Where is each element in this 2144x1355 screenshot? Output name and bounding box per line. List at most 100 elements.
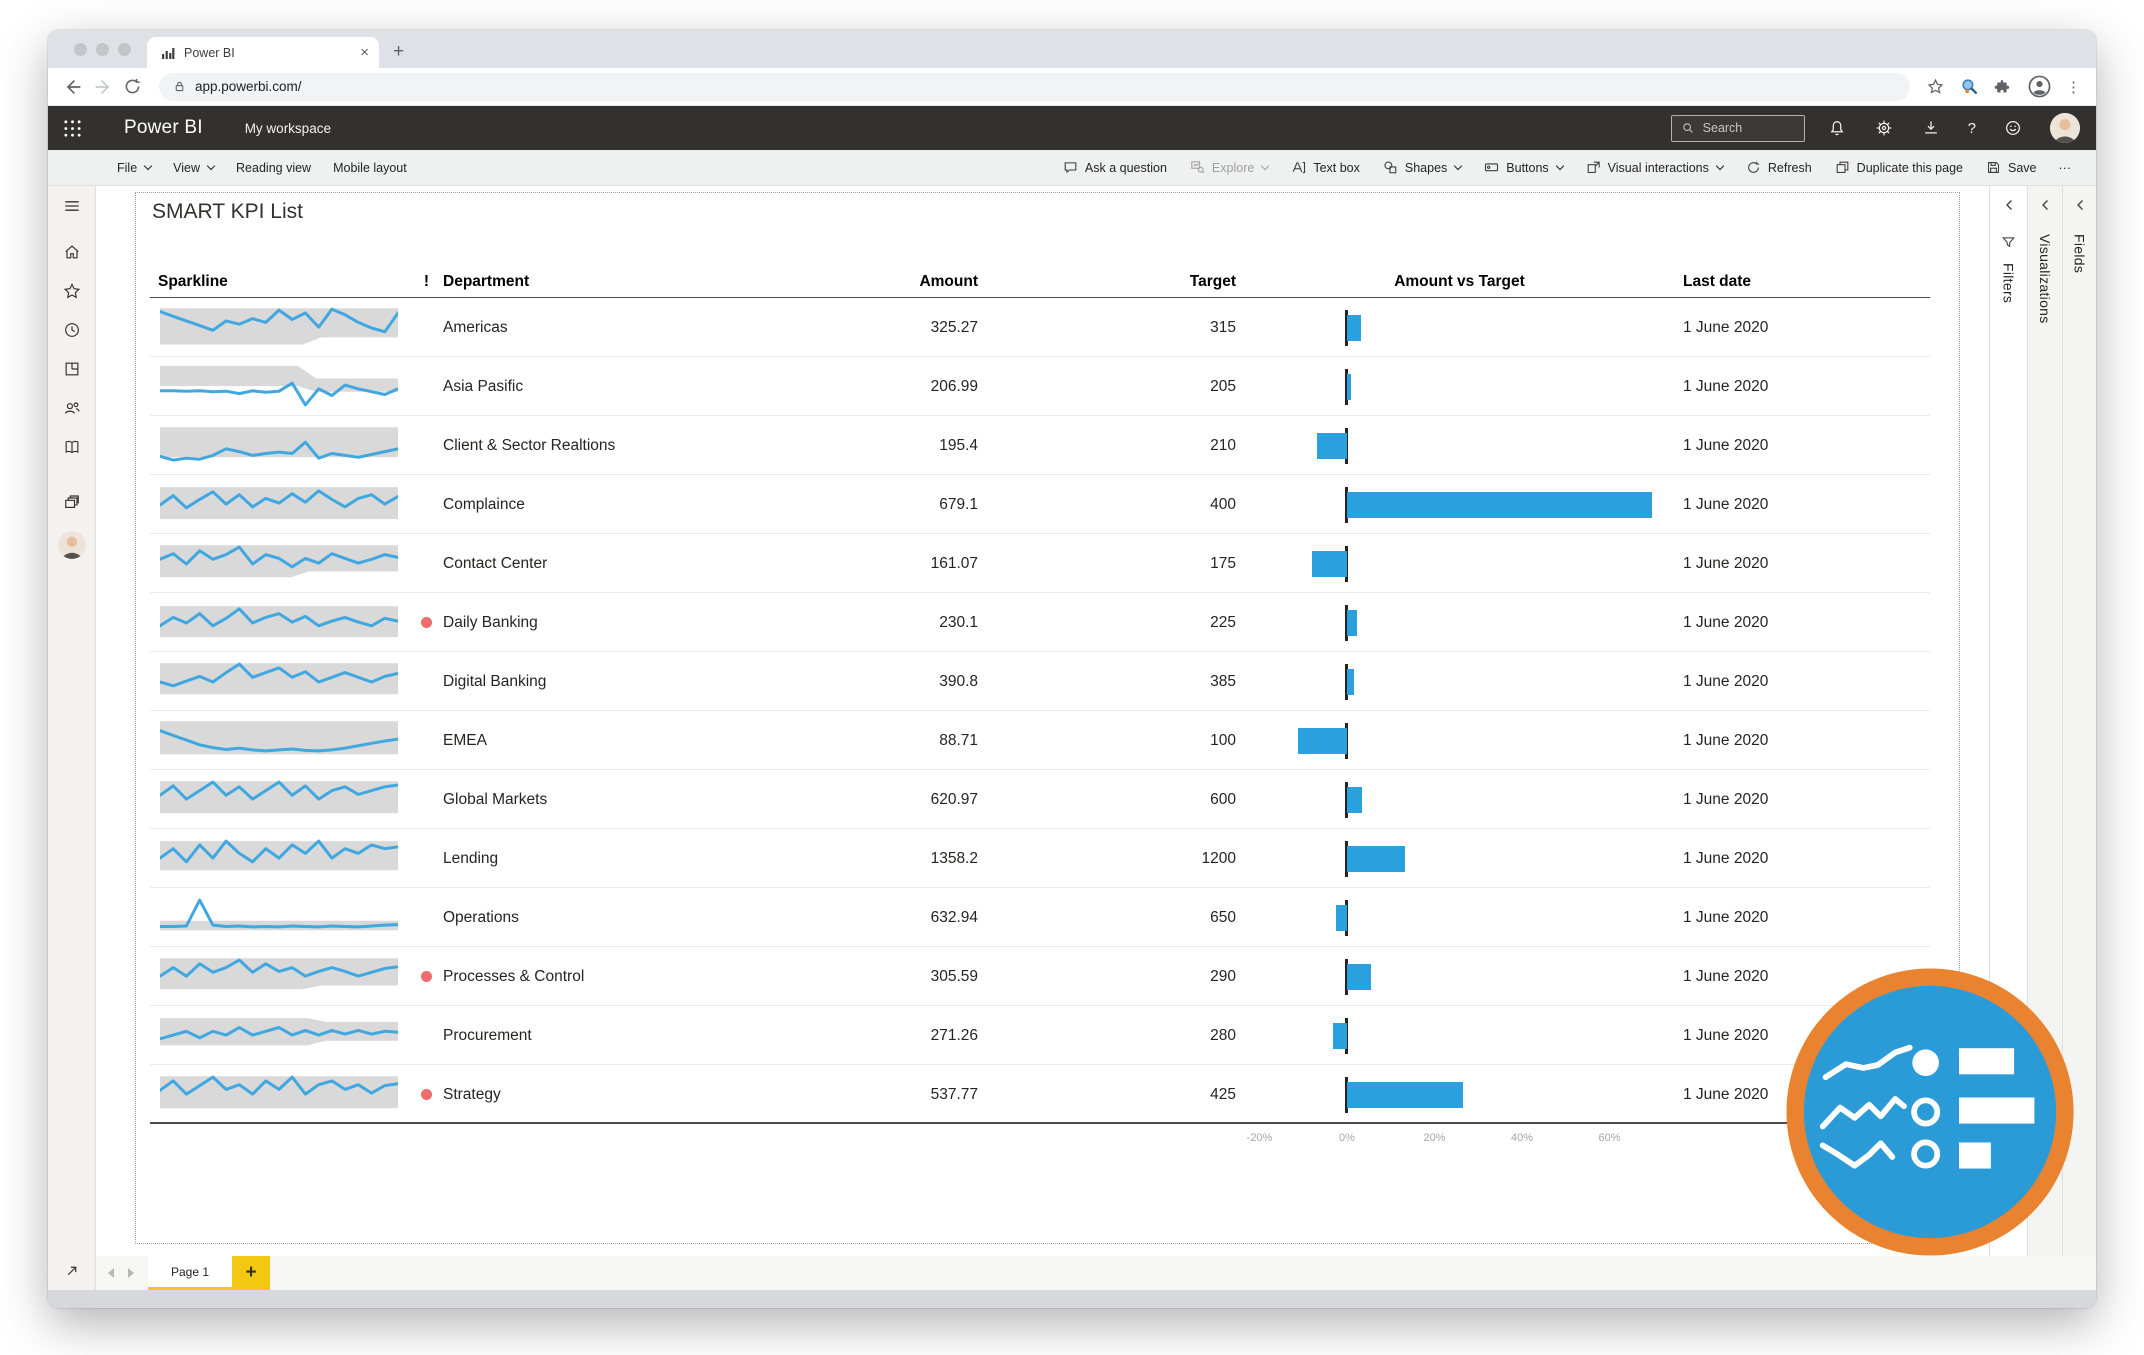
fields-panel[interactable]: Fields	[2062, 186, 2096, 1256]
col-header-last-date[interactable]: Last date	[1683, 272, 1752, 290]
extensions-puzzle-icon[interactable]	[1994, 77, 2013, 96]
variance-bar	[1333, 1022, 1347, 1049]
col-header-target[interactable]: Target	[1189, 272, 1236, 290]
browser-tab[interactable]: Power BI ×	[147, 37, 379, 68]
settings-gear-icon[interactable]	[1874, 118, 1894, 138]
user-avatar[interactable]	[2050, 113, 2080, 143]
amount-cell: 620.97	[930, 790, 978, 808]
toolbar-visual-interactions[interactable]: Visual interactions	[1574, 159, 1734, 176]
download-icon[interactable]	[1921, 118, 1941, 138]
variance-bar	[1316, 432, 1347, 459]
department-cell: Daily Banking	[443, 613, 538, 631]
toolbar-shapes[interactable]: Shapes	[1371, 159, 1472, 176]
zero-tick	[1345, 309, 1348, 346]
waffle-menu-icon[interactable]	[48, 119, 96, 138]
sparkline-cell	[150, 363, 410, 411]
table-row[interactable]: Lending 1358.2 1200 1 June 2020	[150, 829, 1930, 888]
amount-cell: 390.8	[939, 672, 978, 690]
powerbi-brand[interactable]: Power BI	[124, 117, 203, 138]
variance-bar-cell	[1236, 652, 1683, 711]
toolbar-save[interactable]: Save	[1974, 159, 2048, 176]
toolbar-more-options[interactable]: ···	[2058, 160, 2072, 175]
notifications-bell-icon[interactable]	[1827, 118, 1847, 138]
report-canvas[interactable]: SMART KPI List Sparkline ! Department Am…	[96, 186, 1989, 1256]
reload-icon[interactable]	[122, 76, 143, 97]
browser-menu-icon[interactable]: ⋮	[2066, 78, 2082, 96]
nav-menu-icon[interactable]	[62, 196, 82, 216]
next-page-icon[interactable]	[128, 1268, 134, 1278]
nav-workspaces-icon[interactable]	[62, 492, 82, 512]
workspace-label[interactable]: My workspace	[244, 120, 331, 136]
browser-tabstrip: Power BI × +	[48, 30, 2096, 68]
expand-arrow-icon[interactable]	[63, 1262, 81, 1280]
table-row[interactable]: Contact Center 161.07 175 1 June 2020	[150, 534, 1930, 593]
minimize-window-button[interactable]	[96, 42, 109, 56]
toolbar-duplicate-page[interactable]: Duplicate this page	[1823, 159, 1974, 176]
url-field[interactable]: app.powerbi.com/	[159, 72, 1910, 101]
table-row[interactable]: Processes & Control 305.59 290 1 June 20…	[150, 947, 1930, 1006]
variance-axis: -20% 0% 20% 40% 60%	[150, 1132, 1930, 1156]
bookmark-star-icon[interactable]	[1926, 77, 1945, 96]
table-row[interactable]: Daily Banking 230.1 225 1 June 2020	[150, 593, 1930, 652]
browser-actions: ⋮	[1926, 75, 2082, 98]
help-icon[interactable]: ?	[1967, 119, 1976, 137]
nav-my-workspace-avatar[interactable]	[57, 531, 86, 559]
table-row[interactable]: Global Markets 620.97 600 1 June 2020	[150, 770, 1930, 829]
zoom-window-button[interactable]	[118, 42, 131, 56]
table-row[interactable]: Procurement 271.26 280 1 June 2020	[150, 1006, 1930, 1065]
feedback-smiley-icon[interactable]	[2003, 118, 2023, 138]
new-tab-button[interactable]: +	[393, 41, 405, 62]
department-cell: Complaince	[443, 495, 525, 513]
table-row[interactable]: Client & Sector Realtions 195.4 210 1 Ju…	[150, 416, 1930, 475]
sparkline-cell	[150, 835, 410, 883]
nav-shared-with-me-icon[interactable]	[62, 398, 82, 418]
search-input[interactable]: Search	[1670, 114, 1805, 142]
col-header-amount[interactable]: Amount	[919, 272, 978, 290]
table-row[interactable]: Americas 325.27 315 1 June 2020	[150, 298, 1930, 357]
toolbar-text-box[interactable]: Text box	[1279, 159, 1371, 176]
table-row[interactable]: Digital Banking 390.8 385 1 June 2020	[150, 652, 1930, 711]
target-cell: 175	[1210, 554, 1236, 572]
previous-page-icon[interactable]	[108, 1268, 114, 1278]
nav-recent-icon[interactable]	[62, 320, 82, 340]
extension-icon[interactable]	[1960, 77, 1979, 96]
toolbar-reading-view[interactable]: Reading view	[236, 160, 312, 175]
table-row[interactable]: Operations 632.94 650 1 June 2020	[150, 888, 1930, 947]
page-tab[interactable]: Page 1	[148, 1256, 232, 1290]
table-row[interactable]: EMEA 88.71 100 1 June 2020	[150, 711, 1930, 770]
add-page-button[interactable]: +	[232, 1256, 270, 1290]
target-cell: 600	[1210, 790, 1236, 808]
toolbar-refresh[interactable]: Refresh	[1734, 159, 1823, 176]
col-header-department[interactable]: Department	[443, 272, 530, 290]
toolbar-mobile-layout[interactable]: Mobile layout	[333, 160, 407, 175]
col-header-amount-vs-target[interactable]: Amount vs Target	[1394, 272, 1525, 290]
browser-profile-icon[interactable]	[2028, 75, 2051, 98]
close-window-button[interactable]	[74, 42, 87, 56]
toolbar-buttons[interactable]: Buttons	[1472, 159, 1573, 176]
window-bottom-edge	[48, 1290, 2096, 1308]
toolbar-view[interactable]: View	[162, 161, 225, 175]
nav-favorites-icon[interactable]	[62, 281, 82, 301]
forward-icon[interactable]	[92, 76, 114, 98]
table-row[interactable]: Strategy 537.77 425 1 June 2020	[150, 1065, 1930, 1124]
nav-apps-icon[interactable]	[62, 359, 82, 379]
variance-bar	[1347, 668, 1354, 695]
table-row[interactable]: Complaince 679.1 400 1 June 2020	[150, 475, 1930, 534]
chevron-down-icon	[143, 161, 153, 171]
col-header-sparkline[interactable]: Sparkline	[158, 272, 228, 290]
nav-home-icon[interactable]	[62, 242, 82, 262]
collapse-chevron-icon[interactable]	[2003, 198, 2015, 212]
toolbar-ask-a-question[interactable]: Ask a question	[1051, 159, 1178, 176]
col-header-alert[interactable]: !	[423, 272, 430, 290]
collapse-chevron-icon[interactable]	[2039, 198, 2051, 212]
back-icon[interactable]	[62, 76, 84, 98]
tab-close-icon[interactable]: ×	[360, 44, 369, 61]
nav-learn-icon[interactable]	[62, 437, 82, 457]
collapse-chevron-icon[interactable]	[2074, 198, 2086, 212]
variance-bar	[1347, 373, 1352, 400]
toolbar-explore[interactable]: Explore	[1178, 159, 1279, 176]
last-date-cell: 1 June 2020	[1683, 1085, 1769, 1103]
shapes-icon	[1382, 159, 1399, 176]
toolbar-file[interactable]: File	[106, 161, 162, 175]
table-row[interactable]: Asia Pasific 206.99 205 1 June 2020	[150, 357, 1930, 416]
